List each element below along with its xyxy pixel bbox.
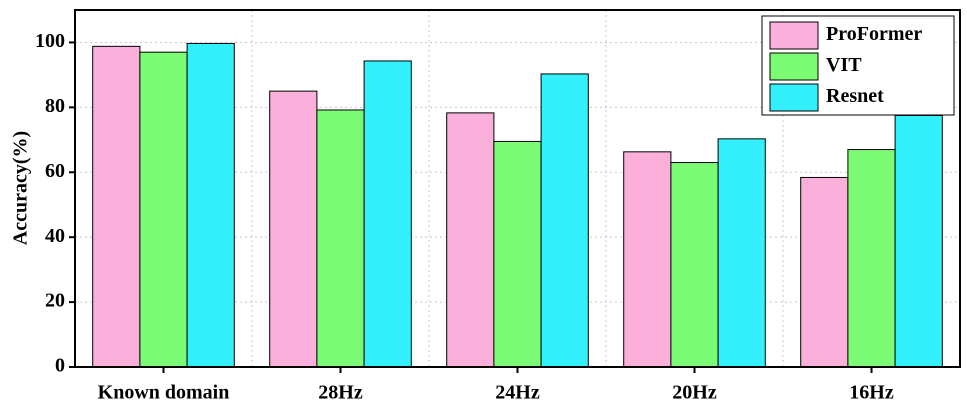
legend-label: Resnet	[826, 85, 884, 107]
y-tick-label: 80	[45, 95, 65, 117]
legend-swatch	[769, 21, 819, 50]
bar	[894, 114, 943, 368]
y-axis-label: Accuracy(%)	[10, 131, 32, 245]
bar	[316, 109, 365, 368]
bar	[186, 42, 235, 368]
y-tick-label: 0	[55, 355, 65, 377]
bar	[92, 45, 141, 368]
bar	[139, 51, 188, 368]
y-tick-label: 40	[45, 225, 65, 247]
legend-swatch	[769, 52, 819, 81]
bar	[847, 149, 896, 368]
plot-frame	[74, 9, 961, 368]
x-tick-label: 28Hz	[318, 382, 363, 404]
x-tick-label: Known domain	[98, 382, 230, 404]
y-tick-label: 100	[35, 30, 65, 52]
bar	[670, 162, 719, 368]
bar	[717, 138, 766, 368]
bar	[623, 151, 672, 368]
legend-label: VIT	[826, 54, 862, 76]
bar	[493, 140, 542, 368]
bar	[269, 90, 318, 368]
legend-swatch	[769, 83, 819, 112]
y-tick-label: 60	[45, 160, 65, 182]
legend-label: ProFormer	[826, 23, 922, 45]
bar	[540, 73, 589, 368]
bar	[800, 176, 849, 368]
x-tick-label: 24Hz	[495, 382, 540, 404]
bar	[363, 60, 412, 368]
x-tick-label: 16Hz	[849, 382, 894, 404]
x-tick-label: 20Hz	[672, 382, 717, 404]
y-tick-label: 20	[45, 290, 65, 312]
bar	[446, 112, 495, 368]
